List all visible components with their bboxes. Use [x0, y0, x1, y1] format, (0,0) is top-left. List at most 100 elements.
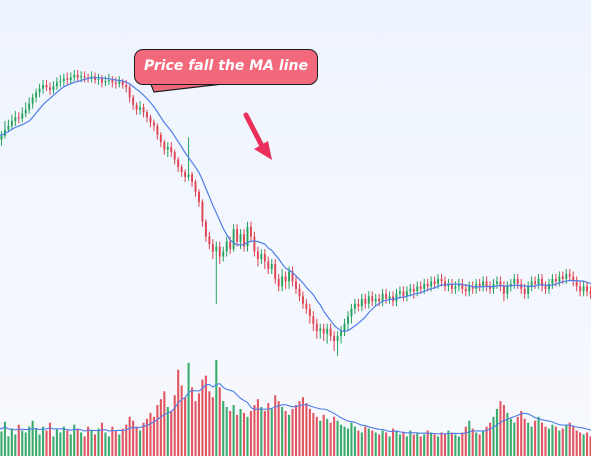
- candle-body: [399, 291, 401, 294]
- candle-body: [450, 283, 453, 289]
- volume-bar: [204, 375, 207, 456]
- candle-body: [478, 283, 481, 287]
- volume-bar: [62, 426, 65, 456]
- volume-bar: [426, 430, 429, 456]
- candle-body: [582, 286, 585, 292]
- volume-bar: [443, 434, 447, 456]
- volume-bar: [166, 407, 169, 456]
- volume-bar: [107, 436, 110, 456]
- candle-body: [371, 296, 374, 302]
- volume-bar: [409, 430, 412, 456]
- candle-body: [437, 278, 440, 284]
- volume-bar: [357, 430, 360, 456]
- candle-body: [288, 271, 291, 282]
- volume-bar: [229, 410, 232, 456]
- volume-bar: [21, 430, 24, 456]
- candle-body: [121, 81, 124, 85]
- volume-bar: [367, 428, 370, 456]
- volume-bar: [475, 432, 478, 456]
- candle-body: [139, 107, 142, 110]
- volume-bar: [395, 430, 398, 456]
- candle-body: [250, 226, 252, 237]
- volume-bar: [575, 430, 578, 456]
- candle-body: [201, 201, 204, 222]
- volume-bar: [10, 428, 13, 456]
- volume-bar: [232, 405, 235, 456]
- candle-body: [468, 286, 471, 292]
- candle-body: [516, 278, 519, 284]
- candle-body: [246, 226, 249, 247]
- volume-bar: [565, 424, 568, 456]
- candle-body: [496, 281, 498, 284]
- candle-body: [534, 281, 537, 284]
- volume-bar: [208, 391, 211, 456]
- volume-bar: [350, 422, 353, 456]
- candle-body: [239, 234, 242, 242]
- candle-body: [215, 246, 218, 252]
- candle-body: [520, 283, 523, 289]
- candle-body: [0, 135, 3, 140]
- candle-body: [554, 278, 557, 282]
- candle-body: [586, 286, 589, 292]
- candle-body: [426, 283, 429, 287]
- volume-bar: [534, 420, 537, 456]
- candle-body: [333, 336, 336, 342]
- candle-body: [485, 281, 488, 287]
- volume-bar: [132, 420, 135, 456]
- candle-body: [464, 288, 467, 292]
- candle-body: [419, 286, 422, 289]
- candle-body: [184, 171, 187, 177]
- candle-body: [128, 87, 131, 98]
- volume-bar: [489, 422, 492, 456]
- candle-body: [301, 296, 304, 304]
- candle-body: [256, 251, 259, 260]
- volume-bar: [416, 432, 419, 456]
- candle-body: [440, 278, 443, 282]
- volume-bar: [197, 393, 201, 456]
- volume-bar: [298, 401, 301, 456]
- candle-body: [541, 278, 543, 287]
- volume-bar: [35, 428, 38, 456]
- candle-body: [76, 74, 79, 78]
- candle-body: [523, 288, 526, 294]
- volume-bar: [523, 418, 526, 456]
- volume-bar: [55, 428, 58, 456]
- candle-body: [298, 288, 301, 297]
- volume-bar: [360, 432, 363, 456]
- candle-body: [66, 78, 69, 80]
- candle-body: [270, 263, 273, 269]
- candle-body: [461, 283, 464, 289]
- volume-bar: [568, 422, 571, 456]
- volume-bar: [547, 428, 550, 456]
- volume-bar: [215, 359, 218, 456]
- candle-body: [236, 229, 239, 242]
- volume-bar: [97, 428, 100, 456]
- candle-body: [506, 286, 509, 294]
- candle-body: [204, 221, 207, 237]
- candle-body: [243, 234, 245, 247]
- candle-body: [544, 286, 547, 289]
- candle-body: [482, 281, 485, 287]
- candle-body: [118, 81, 121, 84]
- volume-bar: [537, 416, 540, 456]
- volume-bar: [551, 424, 554, 456]
- candle-body: [457, 283, 460, 287]
- candle-body: [423, 283, 426, 289]
- volume-bar: [305, 403, 308, 456]
- candle-body: [572, 276, 575, 282]
- volume-bar: [540, 422, 544, 456]
- candle-body: [499, 281, 502, 287]
- candle-body: [551, 278, 554, 284]
- volume-bar: [499, 401, 502, 456]
- volume-bar: [346, 428, 350, 456]
- volume-bar: [440, 432, 443, 456]
- candle-body: [322, 328, 325, 334]
- candle-body: [336, 336, 339, 342]
- volume-bar: [340, 424, 343, 456]
- volume-bar: [322, 414, 325, 456]
- candle-body: [191, 174, 193, 182]
- volume-bar: [312, 412, 315, 456]
- volume-bar: [69, 434, 72, 456]
- volume-bar: [419, 436, 422, 456]
